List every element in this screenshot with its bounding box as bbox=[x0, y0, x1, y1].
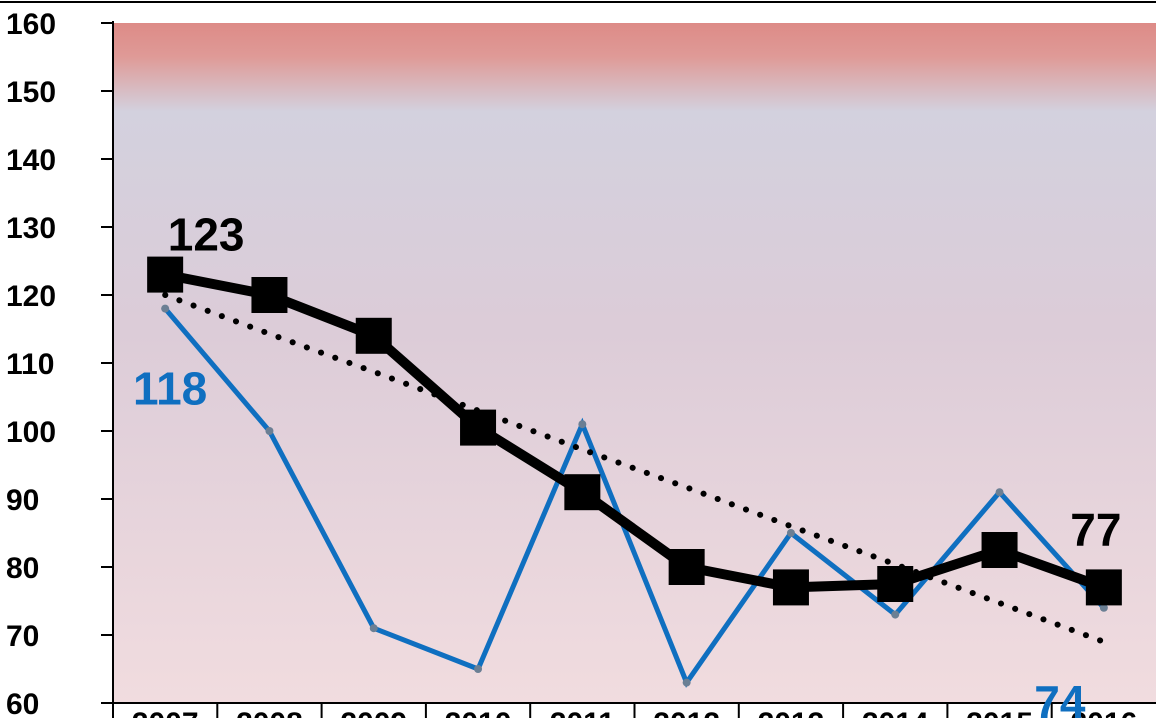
y-tick-label: 80 bbox=[6, 552, 39, 585]
x-tick-label: 2011 bbox=[550, 707, 615, 718]
series-point-square bbox=[355, 317, 392, 354]
series-point-blue bbox=[786, 529, 795, 537]
series-point-square bbox=[668, 549, 705, 585]
data-label: 77 bbox=[1070, 503, 1121, 555]
series-point-blue bbox=[161, 304, 170, 313]
y-tick-label: 70 bbox=[6, 620, 39, 653]
x-tick-label: 2015 bbox=[966, 707, 1033, 718]
series-point-blue bbox=[474, 665, 483, 673]
series-point-square bbox=[877, 566, 914, 602]
series-point-blue bbox=[1099, 603, 1108, 612]
series-point-square bbox=[147, 256, 184, 293]
y-tick-label: 90 bbox=[6, 484, 39, 517]
series-point-blue bbox=[265, 427, 274, 435]
data-label: 118 bbox=[133, 363, 207, 415]
plot-background bbox=[113, 23, 1156, 703]
y-tick-label: 150 bbox=[6, 76, 56, 109]
series-point-blue bbox=[369, 624, 378, 633]
y-tick-label: 120 bbox=[6, 280, 56, 313]
x-tick-label: 2012 bbox=[653, 707, 720, 718]
series-point-blue bbox=[995, 488, 1004, 497]
trendline bbox=[162, 292, 1107, 645]
series-point-blue bbox=[891, 610, 900, 619]
y-tick-label: 60 bbox=[6, 688, 39, 718]
x-tick-label: 2010 bbox=[445, 707, 512, 718]
x-tick-label: 2008 bbox=[236, 707, 303, 718]
y-tick-label: 100 bbox=[6, 416, 56, 449]
series-point-blue bbox=[682, 678, 691, 687]
series-point-square bbox=[564, 474, 601, 511]
series-line-blue bbox=[163, 306, 1106, 688]
series-point-square bbox=[981, 532, 1018, 568]
x-tick-label: 2016 bbox=[1070, 707, 1137, 718]
data-label: 123 bbox=[168, 209, 245, 261]
series-point-square bbox=[772, 569, 809, 606]
x-tick-label: 2009 bbox=[340, 707, 407, 718]
series-point-square bbox=[251, 277, 288, 313]
x-tick-label: 2007 bbox=[132, 707, 199, 718]
x-tick-label: 2014 bbox=[862, 707, 929, 718]
series-point-blue bbox=[578, 420, 587, 429]
data-label: 74 bbox=[1034, 676, 1086, 718]
y-tick-label: 110 bbox=[6, 348, 54, 381]
series-line-black bbox=[164, 269, 1106, 593]
series-point-square bbox=[1085, 569, 1122, 606]
y-tick-label: 130 bbox=[6, 212, 56, 245]
y-tick-label: 160 bbox=[6, 8, 56, 41]
y-tick-label: 140 bbox=[6, 144, 56, 177]
